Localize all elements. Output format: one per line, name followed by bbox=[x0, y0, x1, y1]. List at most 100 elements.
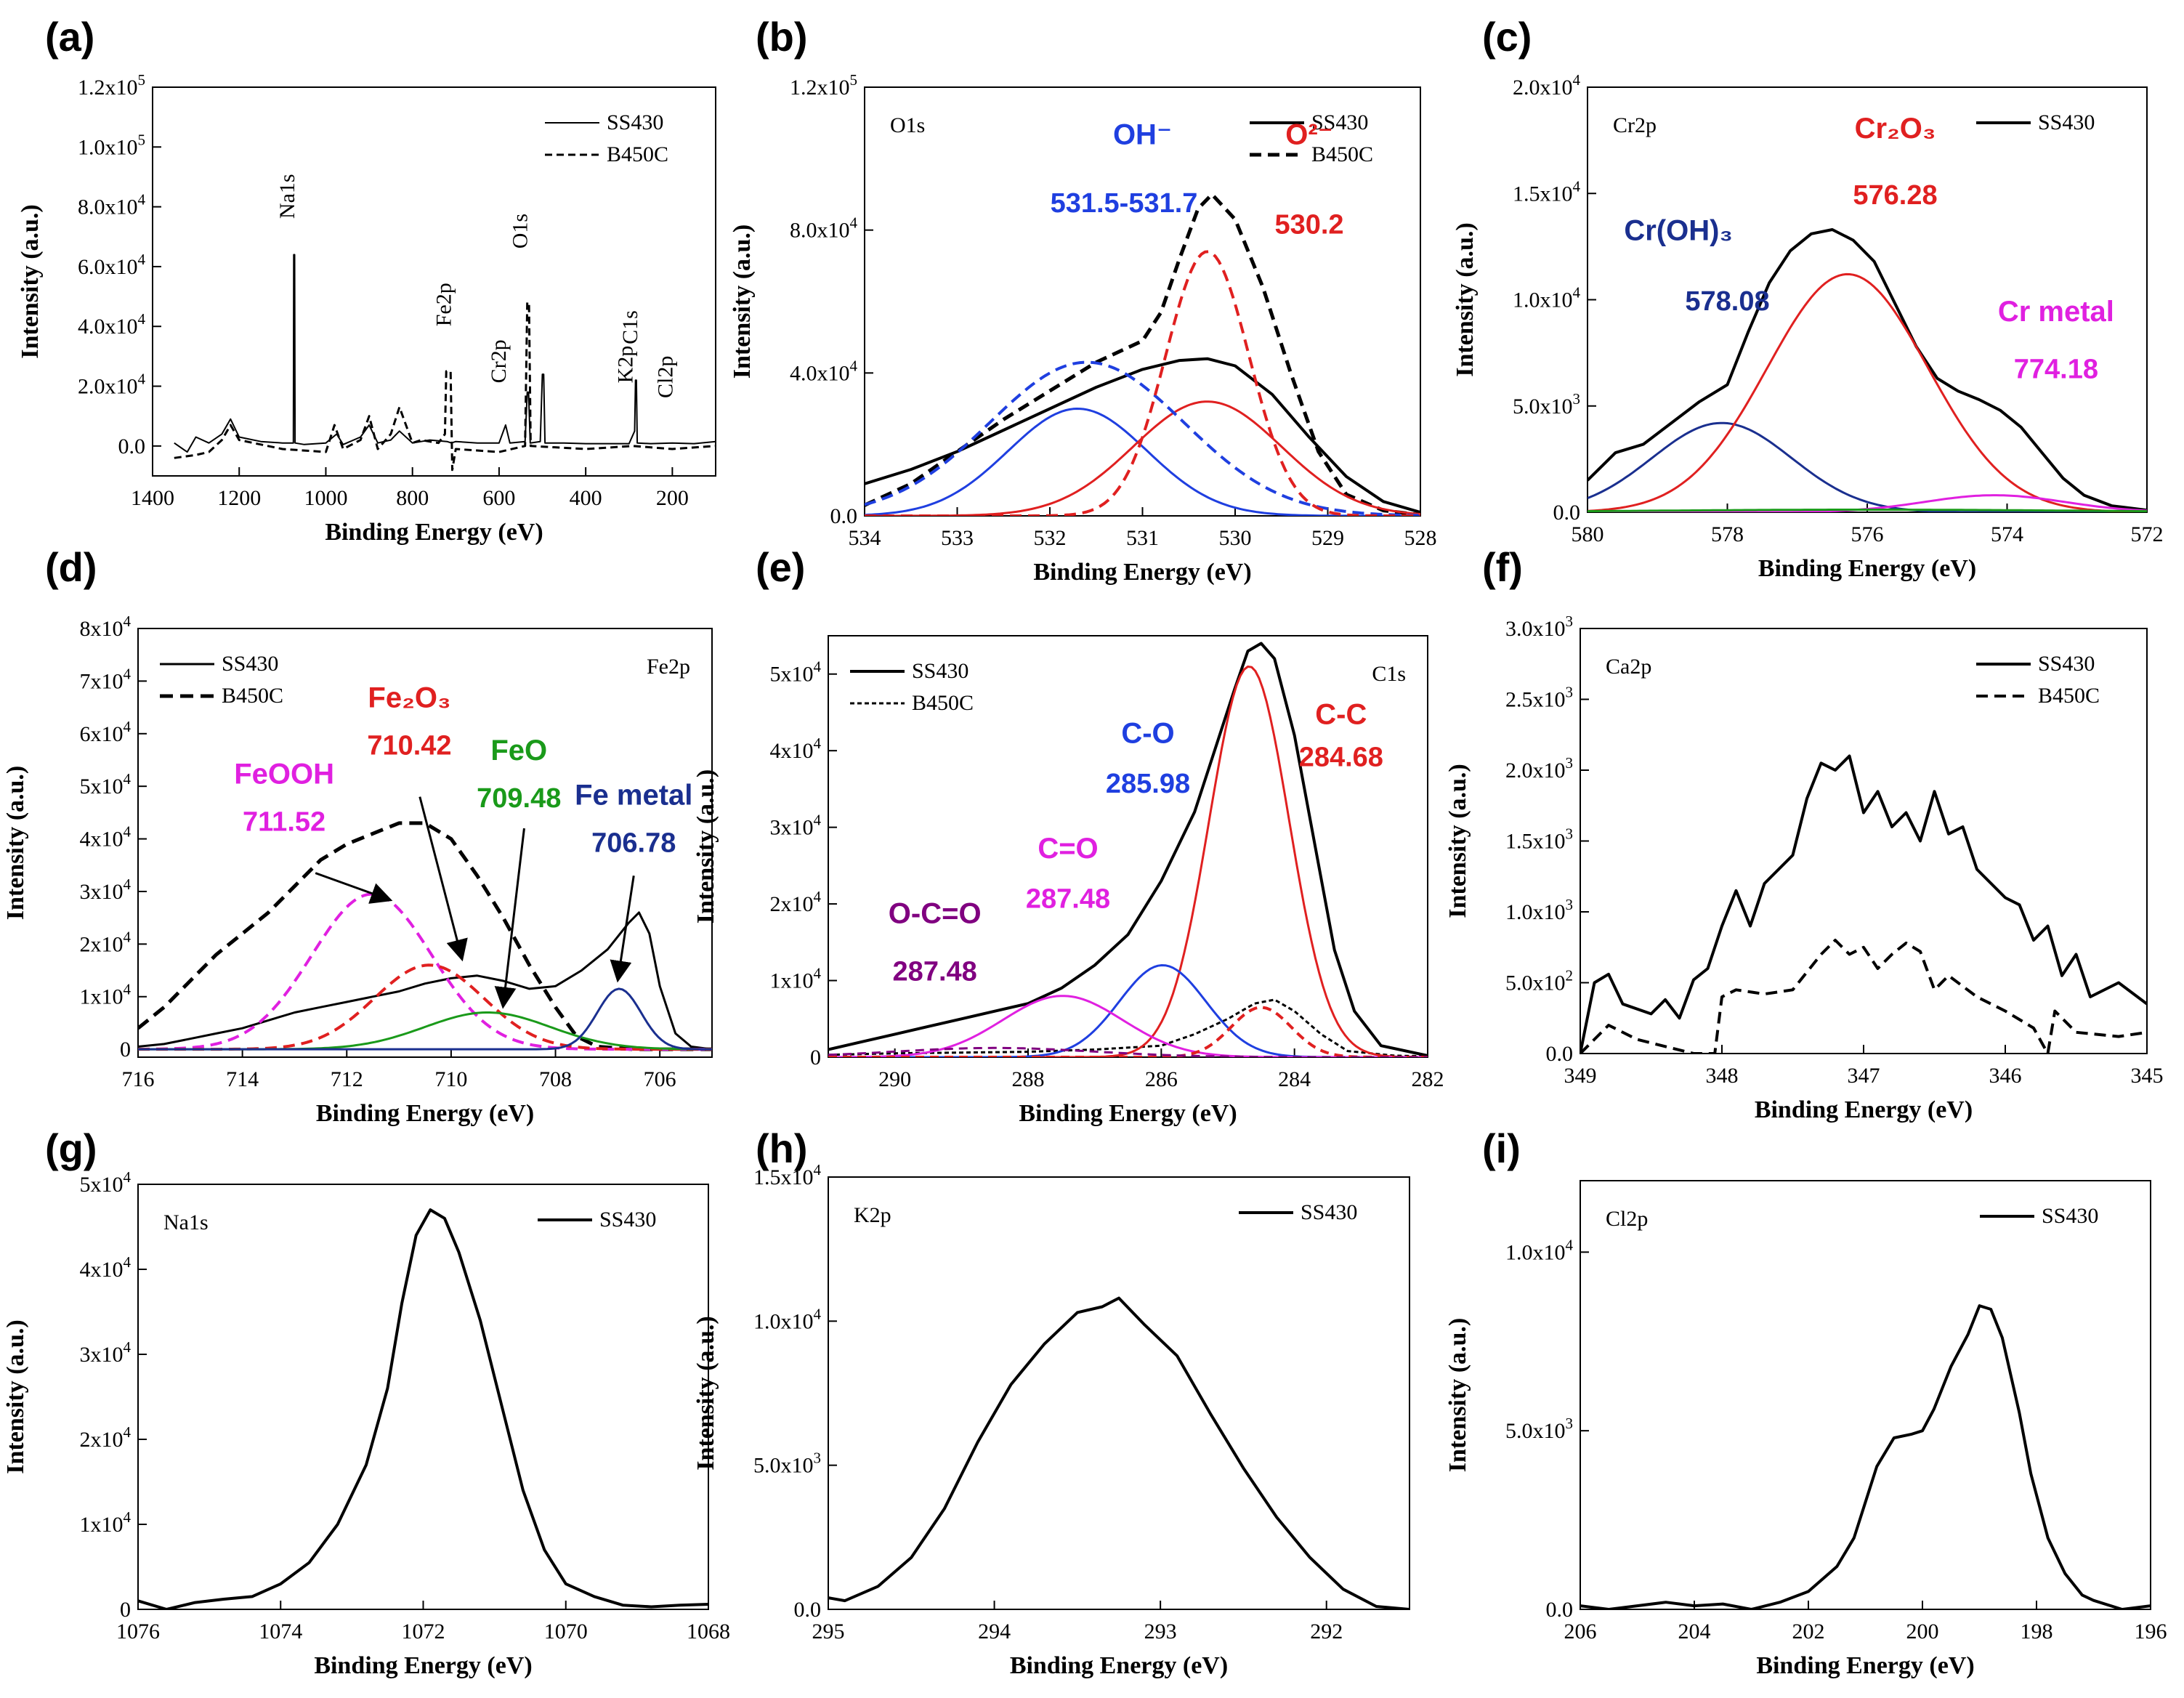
x-axis-label: Binding Energy (eV) bbox=[1756, 1652, 1974, 1679]
series-ss430 bbox=[1588, 228, 2147, 512]
series-group bbox=[138, 1208, 708, 1609]
y-tick-label: 8x104 bbox=[80, 613, 132, 641]
x-tick-label: 716 bbox=[122, 1067, 155, 1091]
peak-label: Na1s bbox=[275, 174, 299, 219]
peak-label: Fe2p bbox=[432, 283, 456, 326]
x-tick-label: 200 bbox=[656, 486, 689, 510]
y-tick-label: 1.0x104 bbox=[753, 1305, 822, 1333]
peak-label: O1s bbox=[509, 214, 533, 248]
panel-a: (a) 1400 1200 1000 800 600 400 200 0.0 2.0x104 4.0… bbox=[17, 14, 716, 546]
y-tick-label: 5x104 bbox=[770, 658, 822, 687]
x-tick-label: 534 bbox=[849, 526, 881, 550]
x-tick-label: 348 bbox=[1706, 1064, 1739, 1088]
x-tick-label: 202 bbox=[1792, 1620, 1825, 1644]
x-tick-label: 529 bbox=[1311, 526, 1344, 550]
x-axis-label: Binding Energy (eV) bbox=[1019, 1100, 1237, 1127]
legend-label: SS430 bbox=[2038, 110, 2095, 134]
y-tick-label: 0.0 bbox=[1546, 1042, 1574, 1066]
panel-label: (h) bbox=[756, 1125, 808, 1171]
x-tick-label: 710 bbox=[434, 1067, 467, 1091]
y-tick-label: 0.0 bbox=[830, 504, 858, 528]
peak-annotation: O²⁻ bbox=[1285, 119, 1333, 151]
legend-label: B450C bbox=[2038, 684, 2100, 708]
plot-title: Cl2p bbox=[1606, 1207, 1648, 1231]
y-tick-label: 5.0x103 bbox=[1505, 1415, 1573, 1443]
x-tick-label: 706 bbox=[644, 1067, 676, 1091]
fit-component-line bbox=[138, 892, 712, 1051]
series-group bbox=[828, 642, 1428, 1057]
y-axis-label: Intensity (a.u.) bbox=[1444, 1318, 1471, 1473]
peak-annotation: 285.98 bbox=[1106, 769, 1190, 799]
x-tick-label: 531 bbox=[1126, 526, 1159, 550]
x-tick-label: 200 bbox=[1906, 1620, 1939, 1644]
annotation-arrow bbox=[418, 796, 468, 962]
panel-g: (g) 1076 1074 1072 1070 1068 0 1x104 2x104 3x104 4… bbox=[2, 1125, 730, 1679]
y-axis-label: Intensity (a.u.) bbox=[692, 769, 719, 924]
x-tick-label: 294 bbox=[978, 1620, 1011, 1644]
y-tick-label: 1x104 bbox=[80, 1508, 132, 1537]
peak-annotation: C=O bbox=[1038, 833, 1098, 865]
x-tick-label: 708 bbox=[539, 1067, 572, 1091]
y-tick-label: 5x104 bbox=[80, 1168, 132, 1197]
fit-component-line bbox=[828, 666, 1428, 1057]
series-b450c bbox=[828, 998, 1428, 1057]
annotation-arrow bbox=[494, 828, 525, 1009]
y-tick-label: 1.0x105 bbox=[78, 131, 145, 159]
series-group bbox=[1588, 228, 2147, 512]
legend-label: SS430 bbox=[599, 1208, 656, 1232]
x-tick-label: 400 bbox=[570, 486, 602, 510]
legend-label: SS430 bbox=[1311, 110, 1368, 134]
plot-title: Cr2p bbox=[1613, 113, 1657, 137]
panel-b: (b) 534 533 532 531 530 529 528 0.0 4.0x104 8.0x10… bbox=[729, 14, 1437, 586]
x-tick-label: 284 bbox=[1278, 1067, 1311, 1091]
peak-annotation: FeOOH bbox=[234, 759, 334, 791]
panel-label: (a) bbox=[45, 14, 94, 60]
x-tick-label: 1400 bbox=[131, 486, 174, 510]
x-tick-label: 288 bbox=[1012, 1067, 1045, 1091]
y-tick-label: 7x104 bbox=[80, 665, 132, 693]
plot-title: Ca2p bbox=[1606, 655, 1651, 679]
series-ss430 bbox=[138, 1208, 708, 1609]
x-tick-label: 1000 bbox=[304, 486, 347, 510]
y-tick-label: 2x104 bbox=[770, 888, 822, 916]
x-tick-label: 293 bbox=[1144, 1620, 1177, 1644]
panel-c: (c) 580 578 576 574 572 0.0 5.0x103 1.0x104 1.5x1… bbox=[1452, 14, 2164, 582]
fit-component-line bbox=[138, 963, 712, 1051]
peak-annotation: O-C=O bbox=[889, 897, 982, 929]
y-axis-label: Intensity (a.u.) bbox=[17, 204, 44, 359]
x-tick-label: 198 bbox=[2021, 1620, 2053, 1644]
x-tick-label: 600 bbox=[482, 486, 515, 510]
panel-label: (d) bbox=[45, 544, 97, 590]
peak-annotation: Fe₂O₃ bbox=[368, 682, 450, 714]
plot-frame bbox=[137, 1184, 709, 1610]
y-tick-label: 2x104 bbox=[80, 928, 132, 956]
y-tick-label: 3.0x103 bbox=[1505, 613, 1573, 641]
panel-label: (b) bbox=[756, 14, 808, 60]
panel-label: (i) bbox=[1482, 1125, 1521, 1171]
legend-label: B450C bbox=[607, 142, 668, 166]
y-tick-label: 0.0 bbox=[1553, 501, 1581, 525]
y-tick-label: 6x104 bbox=[80, 718, 132, 746]
x-tick-label: 532 bbox=[1034, 526, 1067, 550]
y-tick-label: 2x104 bbox=[80, 1423, 132, 1452]
y-tick-label: 0.0 bbox=[1546, 1598, 1574, 1622]
y-tick-label: 3x104 bbox=[80, 1338, 132, 1367]
panel-i: (i) 206 204 202 200 198 196 0.0 5.0x103 1.0x104 Bi… bbox=[1444, 1125, 2167, 1679]
x-tick-label: 1074 bbox=[259, 1620, 302, 1644]
y-tick-label: 4x104 bbox=[80, 1253, 132, 1282]
annotation-arrow bbox=[315, 872, 393, 904]
x-tick-label: 714 bbox=[226, 1067, 259, 1091]
y-tick-label: 2.5x103 bbox=[1505, 684, 1573, 712]
peak-annotation: 774.18 bbox=[2014, 355, 2098, 385]
y-tick-label: 4.0x104 bbox=[78, 310, 146, 339]
panel-label: (g) bbox=[45, 1125, 97, 1171]
y-tick-label: 1.0x104 bbox=[1513, 284, 1581, 312]
fit-component-line bbox=[1588, 509, 2147, 512]
plot-title: O1s bbox=[890, 113, 925, 137]
x-tick-label: 292 bbox=[1310, 1620, 1343, 1644]
y-tick-label: 2.0x104 bbox=[78, 371, 146, 399]
x-tick-label: 346 bbox=[1989, 1064, 2022, 1088]
x-tick-label: 533 bbox=[941, 526, 974, 550]
y-tick-label: 5.0x103 bbox=[1513, 390, 1580, 419]
y-tick-label: 3x104 bbox=[80, 876, 132, 904]
